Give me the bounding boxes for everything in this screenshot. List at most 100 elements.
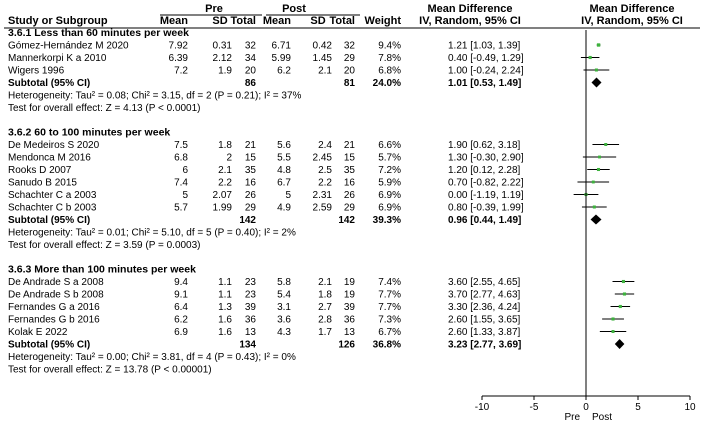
n-post-cell: 32: [344, 41, 356, 52]
n-pre-cell: 23: [245, 277, 257, 288]
n-pre-cell: 21: [245, 140, 257, 151]
col-study: Study or Subgroup: [8, 15, 108, 27]
n-pre-cell: 26: [245, 190, 257, 201]
sd-post-cell: 2.45: [313, 153, 333, 164]
subtotal-diamond: [590, 214, 602, 225]
mean-post-cell: 6.7: [277, 178, 291, 189]
n-post-cell: 20: [344, 66, 356, 77]
ci-cell: 1.00 [-0.24, 2.24]: [448, 66, 524, 77]
n-post-cell: 16: [344, 178, 356, 189]
n-pre-cell: 34: [245, 53, 257, 64]
weight-cell: 24.0%: [373, 78, 401, 89]
study-name: Schachter C a 2003: [8, 190, 97, 201]
study-name: Mendonca M 2016: [8, 153, 91, 164]
sd-post-cell: 2.1: [318, 66, 332, 77]
n-pre-cell: 23: [245, 290, 257, 301]
subtotal-diamond: [591, 77, 602, 88]
heterogeneity-text: Heterogeneity: Tau² = 0.00; Chi² = 3.81,…: [8, 352, 296, 363]
ci-cell: 1.20 [0.12, 2.28]: [448, 165, 521, 176]
subgroup-title: 3.6.2 60 to 100 minutes per week: [8, 127, 170, 139]
weight-cell: 7.8%: [378, 53, 401, 64]
n-pre-cell: 86: [245, 78, 257, 89]
sd-pre-cell: 2.1: [218, 165, 232, 176]
point-marker: [598, 155, 601, 159]
study-name: De Andrade S b 2008: [8, 290, 104, 301]
n-pre-cell: 20: [245, 66, 257, 77]
subtotal-row: Subtotal (95% CI) 142 142 39.3% 0.96 [0.44, …: [8, 215, 521, 226]
table-rows: 3.6.1 Less than 60 minutes per week Gómez…: [8, 27, 524, 376]
weight-cell: 6.9%: [378, 203, 401, 214]
mean-post-cell: 5.99: [272, 53, 292, 64]
plot-md-method: IV, Random, 95% CI: [581, 15, 683, 27]
point-marker: [621, 279, 625, 284]
n-pre-cell: 39: [245, 302, 257, 313]
ci-cell: 0.96 [0.44, 1.49]: [448, 215, 521, 226]
sd-pre-cell: 1.6: [218, 315, 232, 326]
weight-cell: 6.9%: [378, 190, 401, 201]
weight-cell: 7.7%: [378, 290, 401, 301]
weight-cell: 6.8%: [378, 66, 401, 77]
table-row: Wigers 1996 7.2 1.9 20 6.2 2.1 20 6.8% 1.00 [-0.…: [8, 66, 524, 77]
subgroup-1: 3.6.1 Less than 60 minutes per week Gómez…: [8, 27, 524, 114]
mean-post-cell: 3.1: [277, 302, 291, 313]
sd-pre-cell: 2.2: [218, 178, 232, 189]
sd-pre-cell: 2: [226, 153, 232, 164]
sd-post-cell: 2.4: [318, 140, 332, 151]
table-row: Gómez-Hernández M 2020 7.92 0.31 32 6.71 0.42…: [8, 41, 521, 52]
col-sd-pre: SD: [212, 15, 227, 27]
point-marker: [591, 180, 595, 184]
n-pre-cell: 142: [239, 215, 256, 226]
study-name: Fernandes G b 2016: [8, 315, 100, 326]
study-name: Wigers 1996: [8, 66, 65, 77]
col-md-method: IV, Random, 95% CI: [419, 15, 521, 27]
point-marker: [611, 329, 615, 334]
overall-effect-text: Test for overall effect: Z = 4.13 (P < 0…: [8, 103, 201, 114]
mean-post-cell: 4.9: [277, 203, 291, 214]
sd-post-cell: 1.8: [318, 290, 332, 301]
n-post-cell: 19: [344, 290, 356, 301]
weight-cell: 7.7%: [378, 302, 401, 313]
study-name: De Medeiros S 2020: [8, 140, 100, 151]
ci-cell: 3.30 [2.36, 4.24]: [448, 302, 521, 313]
ci-cell: 3.23 [2.77, 3.69]: [448, 340, 521, 351]
n-pre-cell: 15: [245, 153, 257, 164]
table-row: Mannerkorpi K a 2010 6.39 2.12 34 5.99 1.45 29…: [8, 53, 524, 64]
mean-post-cell: 5.6: [277, 140, 291, 151]
n-pre-cell: 134: [239, 340, 256, 351]
subgroup-title: 3.6.3 More than 100 minutes per week: [8, 264, 196, 276]
point-marker: [592, 205, 596, 209]
mean-pre-cell: 6.8: [174, 153, 188, 164]
sd-pre-cell: 1.8: [218, 140, 232, 151]
ci-cell: 0.40 [-0.49, 1.29]: [448, 53, 524, 64]
mean-post-cell: 4.8: [277, 165, 291, 176]
col-md: Mean Difference: [428, 3, 513, 15]
n-post-cell: 39: [344, 302, 356, 313]
table-row: Schachter C b 2003 5.7 1.99 29 4.9 2.59 29 6.9%…: [8, 203, 524, 214]
subtotal-label: Subtotal (95% CI): [8, 340, 90, 351]
sd-pre-cell: 0.31: [213, 41, 233, 52]
mean-pre-cell: 5.7: [174, 203, 188, 214]
table-row: Fernandes G a 2016 6.4 1.3 39 3.1 2.7 39 7.7% 3.…: [8, 302, 521, 313]
sd-post-cell: 1.7: [318, 327, 332, 338]
ci-cell: 1.90 [0.62, 3.18]: [448, 140, 521, 151]
mean-post-cell: 3.6: [277, 315, 291, 326]
col-mean-post: Mean: [263, 15, 291, 27]
weight-cell: 7.2%: [378, 165, 401, 176]
subtotal-label: Subtotal (95% CI): [8, 215, 90, 226]
subgroup-title: 3.6.1 Less than 60 minutes per week: [8, 27, 189, 39]
col-weight: Weight: [365, 15, 402, 27]
n-pre-cell: 36: [245, 315, 257, 326]
subtotal-row: Subtotal (95% CI) 134 126 36.8% 3.23 [2.77, …: [8, 340, 521, 351]
sd-post-cell: 2.8: [318, 315, 332, 326]
sd-post-cell: 1.45: [313, 53, 333, 64]
col-total-post: Total: [330, 15, 355, 27]
n-post-cell: 19: [344, 277, 356, 288]
weight-cell: 39.3%: [373, 215, 401, 226]
favours-pre-label: Pre: [564, 412, 580, 422]
weight-cell: 9.4%: [378, 41, 401, 52]
table-row: De Andrade S a 2008 9.4 1.1 23 5.8 2.1 19 7.4% 3…: [8, 277, 521, 288]
n-post-cell: 29: [344, 203, 356, 214]
mean-pre-cell: 9.4: [174, 277, 188, 288]
